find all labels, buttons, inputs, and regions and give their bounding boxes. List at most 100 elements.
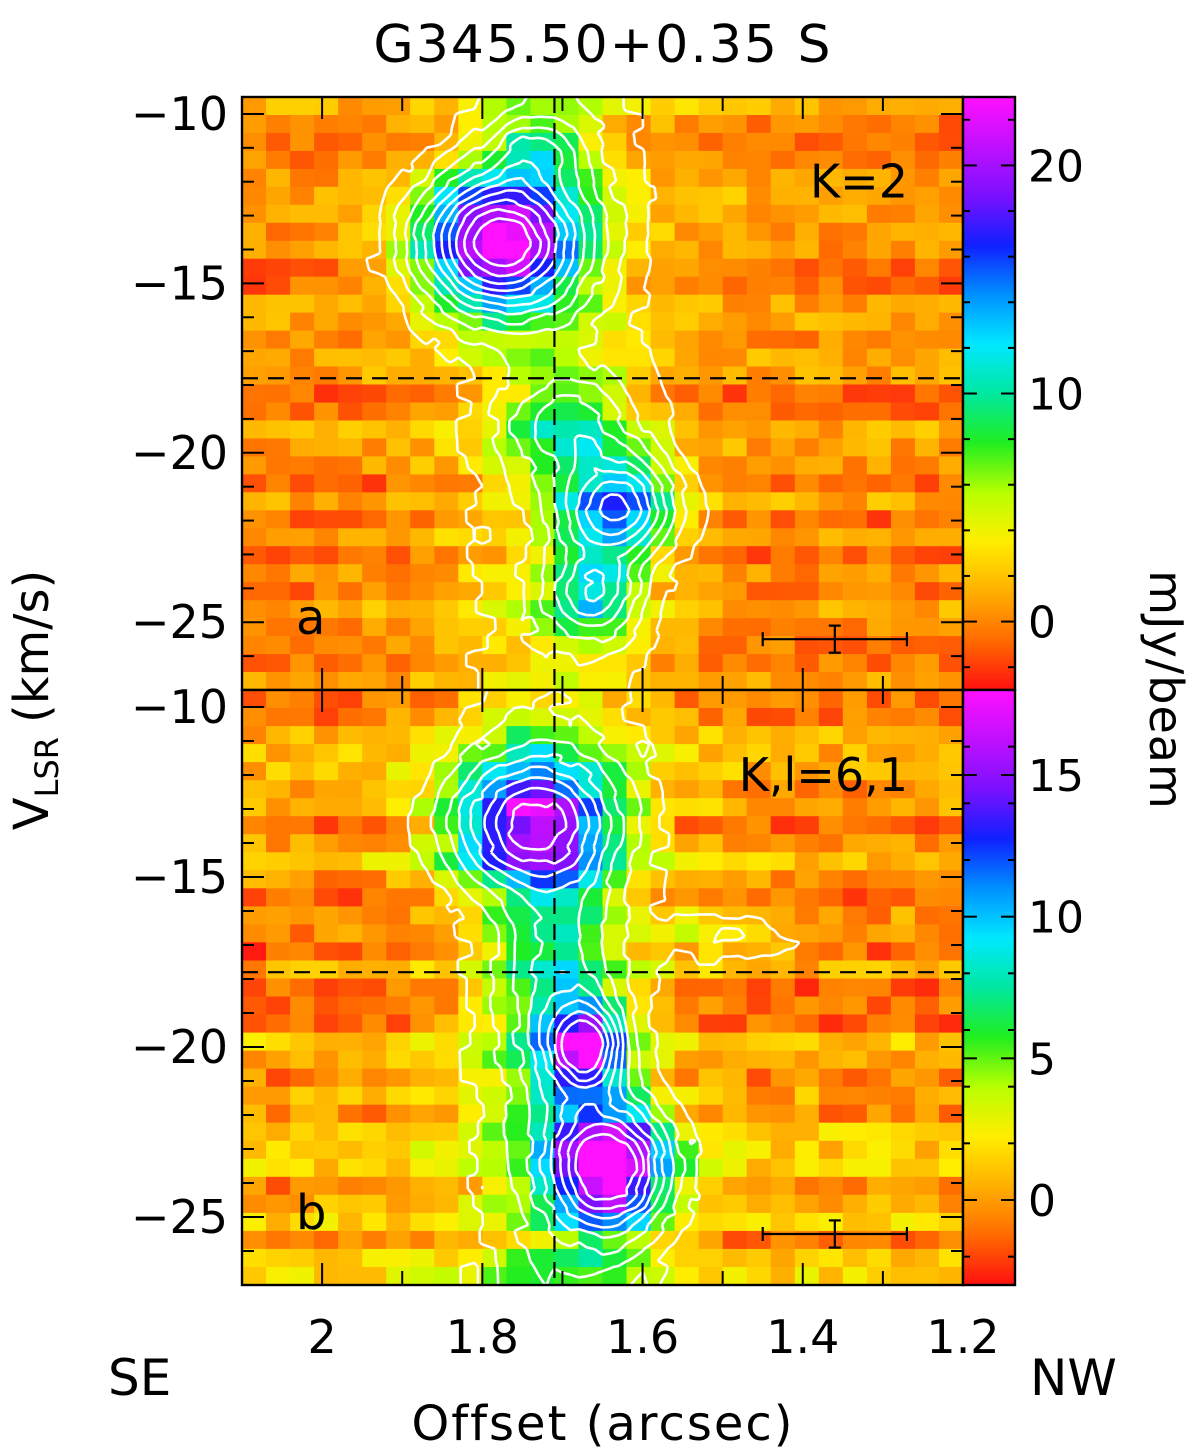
heatmap-cell: [674, 996, 700, 1016]
heatmap-cell: [602, 924, 628, 943]
heatmap-cell: [722, 330, 748, 350]
heatmap-cell: [698, 1194, 724, 1214]
heatmap-cell: [530, 330, 555, 350]
heatmap-cell: [770, 1158, 796, 1178]
heatmap-cell: [818, 168, 844, 188]
heatmap-cell: [939, 1158, 964, 1178]
heatmap-cell: [674, 636, 700, 655]
heatmap-cell: [890, 1050, 916, 1070]
heatmap-cell: [434, 366, 459, 386]
heatmap-cell: [650, 186, 676, 206]
heatmap-cell: [866, 996, 892, 1016]
heatmap-cell: [554, 888, 579, 907]
heatmap-cell: [842, 294, 868, 314]
heatmap-cell: [914, 1086, 940, 1106]
heatmap-cell: [770, 186, 796, 206]
heatmap-cell: [890, 115, 916, 134]
heatmap-a: [242, 97, 964, 691]
heatmap-cell: [914, 402, 940, 422]
heatmap-cell: [746, 1140, 772, 1160]
heatmap-cell: [674, 1068, 700, 1088]
heatmap-cell: [530, 546, 555, 565]
heatmap-cell: [770, 150, 796, 170]
heatmap-cell: [650, 690, 676, 709]
heatmap-cell: [266, 780, 291, 799]
heatmap-cell: [530, 1140, 555, 1160]
heatmap-cell: [842, 1068, 868, 1088]
heatmap-cell: [338, 690, 363, 709]
heatmap-cell: [770, 1104, 796, 1124]
heatmap-cell: [842, 1212, 868, 1232]
heatmap-cell: [746, 97, 772, 116]
heatmap-cell: [266, 852, 291, 871]
heatmap-cell: [314, 294, 339, 314]
panel-letter: a: [296, 590, 325, 646]
heatmap-cell: [794, 870, 820, 889]
heatmap-cell: [866, 960, 892, 980]
heatmap-cell: [242, 115, 267, 134]
heatmap-cell: [866, 1014, 892, 1034]
heatmap-cell: [770, 510, 796, 529]
heatmap-cell: [866, 294, 892, 314]
heatmap-cell: [242, 1014, 267, 1034]
heatmap-cell: [482, 816, 507, 835]
heatmap-cell: [362, 978, 387, 998]
heatmap-cell: [290, 1140, 315, 1160]
heatmap-cell: [939, 636, 964, 655]
heatmap-cell: [290, 780, 315, 799]
heatmap-cell: [482, 942, 507, 961]
heatmap-cell: [482, 1212, 507, 1232]
y-ticks-a: [242, 112, 963, 691]
heatmap-cell: [770, 276, 796, 296]
heatmap-cell: [939, 960, 964, 980]
heatmap-cell: [482, 636, 507, 655]
heatmap-cell: [746, 852, 772, 871]
heatmap-cell: [842, 240, 868, 260]
heatmap-cell: [794, 618, 820, 637]
heatmap-cell: [939, 1122, 964, 1142]
heatmap-cell: [818, 960, 844, 980]
heatmap-cell: [362, 276, 387, 296]
heatmap-cell: [434, 1086, 459, 1106]
heatmap-cell: [914, 1230, 940, 1250]
heatmap-cell: [722, 438, 748, 457]
heatmap-cell: [914, 888, 940, 907]
heatmap-cell: [242, 834, 267, 853]
heatmap-cell: [698, 204, 724, 224]
heatmap-cell: [794, 384, 820, 404]
heatmap-cell: [362, 528, 387, 547]
heatmap-cell: [626, 762, 652, 781]
heatmap-cell: [386, 456, 411, 475]
heatmap-cell: [602, 816, 628, 835]
heatmap-cell: [626, 402, 652, 422]
heatmap-cell: [842, 780, 868, 799]
heatmap-cell: [866, 1086, 892, 1106]
heatmap-cell: [939, 186, 964, 206]
heatmap-cell: [410, 402, 435, 422]
heatmap-cell: [362, 456, 387, 475]
heatmap-cell: [626, 1086, 652, 1106]
heatmap-cell: [314, 816, 339, 835]
heatmap-cell: [939, 798, 964, 817]
heatmap-cell: [722, 456, 748, 475]
heatmap-cell: [722, 618, 748, 637]
heatmap-cell: [242, 1267, 267, 1286]
heatmap-cell: [939, 852, 964, 871]
heatmap-cell: [386, 888, 411, 907]
heatmap-cell: [578, 582, 604, 601]
heatmap-cell: [746, 1158, 772, 1178]
heatmap-cell: [338, 312, 363, 332]
heatmap-cell: [362, 744, 387, 763]
heatmap-cell: [386, 852, 411, 871]
heatmap-cell: [794, 528, 820, 547]
heatmap-cell: [818, 294, 844, 314]
x-right-label: NW: [1030, 1349, 1117, 1407]
heatmap-cell: [890, 1068, 916, 1088]
heatmap-cell: [338, 1176, 363, 1196]
heatmap-cell: [410, 654, 435, 673]
y-axis-label-main: V: [4, 797, 60, 830]
heatmap-cell: [722, 1104, 748, 1124]
heatmap-cell: [482, 1267, 507, 1286]
heatmap-cell: [842, 924, 868, 943]
heatmap-cell: [314, 888, 339, 907]
